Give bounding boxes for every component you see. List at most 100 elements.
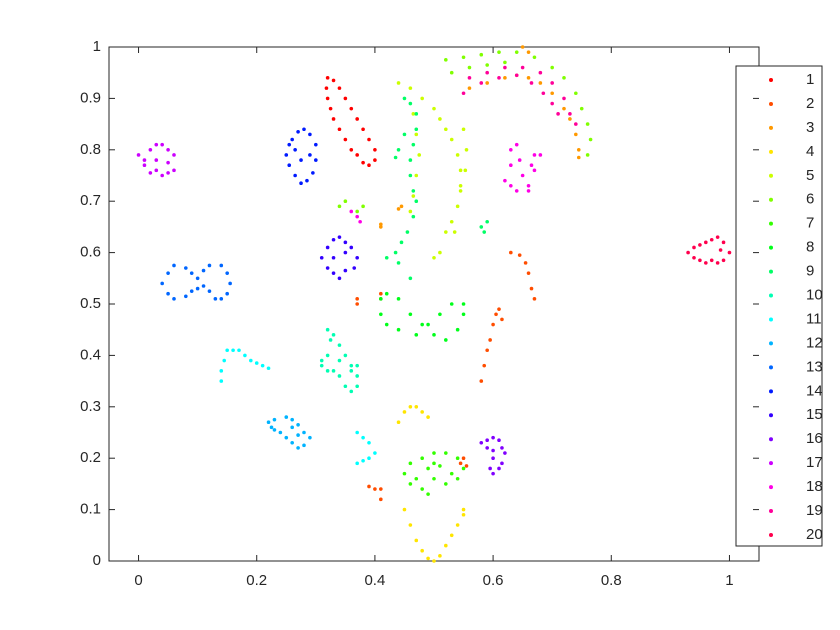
point xyxy=(343,199,348,203)
legend-label: 1 xyxy=(806,71,814,88)
point xyxy=(438,117,442,121)
point xyxy=(585,153,590,157)
point xyxy=(444,127,448,132)
point xyxy=(361,458,365,463)
point xyxy=(532,153,537,157)
point xyxy=(526,76,531,80)
legend-label: 2 xyxy=(806,95,814,112)
point xyxy=(509,163,513,168)
point xyxy=(420,322,424,327)
legend-label: 17 xyxy=(806,454,823,471)
point xyxy=(704,240,708,245)
point xyxy=(709,258,714,263)
point xyxy=(379,291,383,296)
point xyxy=(514,50,519,54)
point xyxy=(479,379,484,383)
point xyxy=(355,297,359,301)
point xyxy=(337,86,342,90)
point xyxy=(402,132,407,137)
point xyxy=(503,65,507,70)
point xyxy=(384,322,389,327)
point xyxy=(426,466,430,471)
point xyxy=(243,353,247,358)
legend-label: 10 xyxy=(806,286,823,303)
point xyxy=(497,50,501,54)
point xyxy=(361,160,365,165)
legend-marker xyxy=(769,461,773,466)
point xyxy=(379,297,383,301)
point xyxy=(485,219,489,224)
point xyxy=(352,266,357,270)
legend-label: 15 xyxy=(806,406,823,423)
point xyxy=(222,358,227,363)
point xyxy=(166,271,170,275)
point xyxy=(331,333,336,337)
point xyxy=(698,243,702,247)
point xyxy=(296,446,300,450)
point xyxy=(488,466,492,471)
legend-marker xyxy=(769,533,773,537)
point xyxy=(438,554,442,558)
point xyxy=(686,250,690,255)
legend-label: 19 xyxy=(806,502,823,519)
point xyxy=(497,438,501,443)
point xyxy=(550,81,554,85)
point xyxy=(432,476,436,481)
point xyxy=(272,428,277,432)
point xyxy=(399,204,404,209)
point xyxy=(408,101,413,106)
y-tick-label: 0.4 xyxy=(80,346,101,363)
point xyxy=(408,461,413,466)
point xyxy=(358,219,362,224)
point xyxy=(319,255,324,260)
point xyxy=(432,559,436,563)
point xyxy=(337,343,342,347)
legend-marker xyxy=(769,389,773,394)
point xyxy=(411,214,416,219)
point xyxy=(461,466,466,471)
legend-marker xyxy=(769,197,773,202)
point xyxy=(219,369,224,373)
point xyxy=(721,240,726,245)
point xyxy=(509,250,513,255)
point xyxy=(449,137,454,142)
x-tick-label: 0.2 xyxy=(246,572,267,589)
point xyxy=(393,155,398,160)
point xyxy=(514,142,519,147)
point xyxy=(325,96,330,101)
point xyxy=(337,358,342,363)
point xyxy=(503,60,507,65)
point xyxy=(520,45,525,49)
point xyxy=(355,461,359,466)
point xyxy=(467,65,472,70)
x-tick-label: 0 xyxy=(134,572,142,589)
point xyxy=(290,425,294,430)
point xyxy=(550,65,554,70)
point xyxy=(458,461,463,466)
point xyxy=(355,430,359,435)
point xyxy=(420,487,424,491)
point xyxy=(715,235,720,239)
point xyxy=(574,91,578,96)
point xyxy=(361,435,365,440)
point xyxy=(349,106,354,111)
point xyxy=(207,263,212,268)
point xyxy=(172,153,176,157)
point xyxy=(432,106,436,111)
point xyxy=(278,430,283,435)
point xyxy=(414,538,419,543)
point xyxy=(379,487,383,491)
point xyxy=(355,153,359,157)
point xyxy=(308,153,312,157)
point xyxy=(299,158,303,162)
point xyxy=(467,86,472,90)
legend-label: 13 xyxy=(806,358,823,375)
point xyxy=(328,106,333,111)
point xyxy=(497,307,501,311)
point xyxy=(458,189,463,193)
point xyxy=(461,312,466,317)
point xyxy=(529,81,534,85)
point xyxy=(517,253,522,257)
legend-box xyxy=(735,65,823,547)
point xyxy=(438,464,442,468)
